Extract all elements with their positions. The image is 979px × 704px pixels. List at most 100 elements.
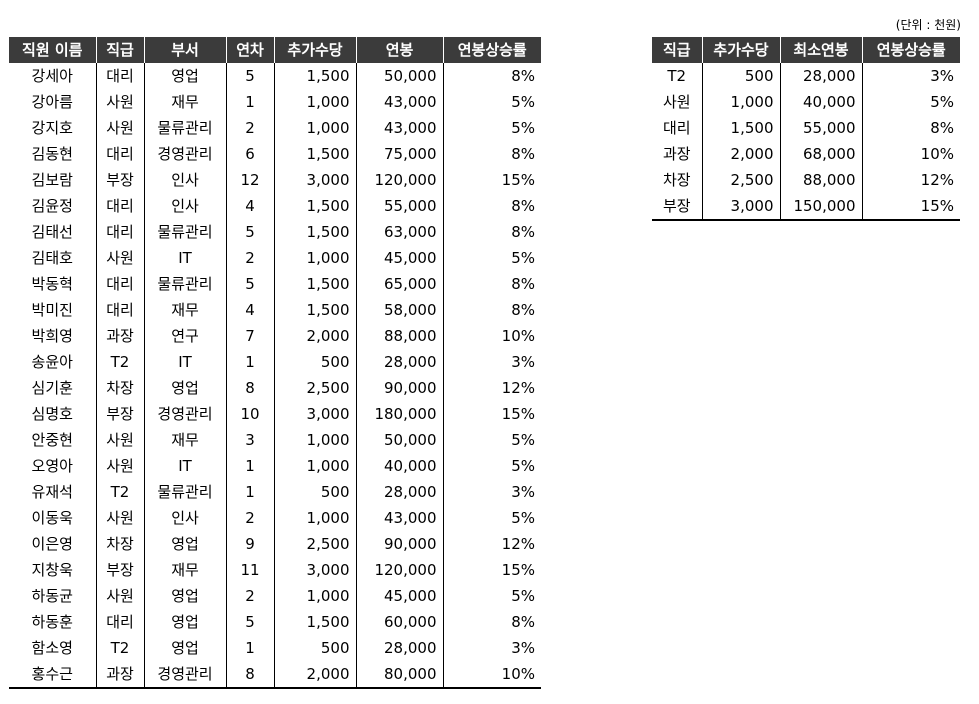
cell-position[interactable]: 사원 (95, 427, 144, 453)
cell-department[interactable]: 인사 (143, 193, 226, 219)
cell-position[interactable]: 부장 (95, 401, 144, 427)
cell-allowance[interactable]: 2,000 (273, 661, 356, 689)
cell-allowance[interactable]: 1,000 (273, 115, 356, 141)
cell-rate-position[interactable]: 대리 (662, 119, 691, 137)
cell-salary[interactable]: 65,000 (355, 271, 443, 297)
cell-rate-raise-rate[interactable]: 3% (861, 63, 960, 89)
cell-allowance[interactable]: 3,000 (273, 167, 356, 193)
cell-rate-allowance[interactable]: 1,500 (701, 115, 780, 141)
cell-department[interactable]: 영업 (143, 375, 226, 401)
cell-allowance[interactable]: 1,500 (273, 63, 356, 89)
cell-position[interactable]: 대리 (95, 63, 144, 89)
cell-raise-rate[interactable]: 5% (442, 583, 541, 609)
cell-rate-raise-rate[interactable]: 12% (861, 167, 960, 193)
cell-department[interactable]: 물류관리 (143, 219, 226, 245)
cell-allowance[interactable]: 1,500 (273, 297, 356, 323)
cell-raise-rate[interactable]: 5% (442, 427, 541, 453)
cell-allowance[interactable]: 3,000 (273, 557, 356, 583)
cell-rate-min-salary[interactable]: 88,000 (779, 167, 862, 193)
cell-department[interactable]: 연구 (143, 323, 226, 349)
cell-employee-name[interactable]: 함소영 (31, 639, 73, 657)
cell-position[interactable]: T2 (95, 635, 144, 661)
cell-rate-allowance[interactable]: 2,000 (701, 141, 780, 167)
cell-employee-name[interactable]: 김태선 (31, 223, 73, 241)
header-rate-allowance[interactable]: 추가수당 (701, 37, 780, 63)
cell-years[interactable]: 9 (225, 531, 274, 557)
cell-department[interactable]: 영업 (143, 583, 226, 609)
cell-employee-name[interactable]: 유재석 (31, 483, 73, 501)
cell-years[interactable]: 1 (225, 479, 274, 505)
cell-allowance[interactable]: 500 (273, 479, 356, 505)
cell-salary[interactable]: 180,000 (355, 401, 443, 427)
cell-position[interactable]: 사원 (95, 245, 144, 271)
cell-salary[interactable]: 28,000 (355, 479, 443, 505)
cell-department[interactable]: 물류관리 (143, 479, 226, 505)
cell-raise-rate[interactable]: 10% (442, 323, 541, 349)
cell-rate-raise-rate[interactable]: 10% (861, 141, 960, 167)
cell-position[interactable]: 대리 (95, 193, 144, 219)
cell-employee-name[interactable]: 김태호 (31, 249, 73, 267)
cell-employee-name[interactable]: 김동현 (31, 145, 73, 163)
cell-department[interactable]: 영업 (143, 635, 226, 661)
cell-department[interactable]: IT (143, 349, 226, 375)
cell-employee-name[interactable]: 강아름 (31, 93, 73, 111)
cell-salary[interactable]: 40,000 (355, 453, 443, 479)
cell-position[interactable]: 차장 (95, 531, 144, 557)
cell-years[interactable]: 11 (225, 557, 274, 583)
cell-years[interactable]: 5 (225, 63, 274, 89)
cell-years[interactable]: 6 (225, 141, 274, 167)
cell-allowance[interactable]: 1,000 (273, 89, 356, 115)
cell-raise-rate[interactable]: 12% (442, 531, 541, 557)
cell-years[interactable]: 5 (225, 219, 274, 245)
cell-position[interactable]: 과장 (95, 661, 144, 689)
cell-rate-position[interactable]: 과장 (662, 145, 691, 163)
cell-employee-name[interactable]: 송윤아 (31, 353, 73, 371)
cell-employee-name[interactable]: 박희영 (31, 327, 73, 345)
cell-rate-min-salary[interactable]: 55,000 (779, 115, 862, 141)
cell-raise-rate[interactable]: 12% (442, 375, 541, 401)
cell-department[interactable]: IT (143, 245, 226, 271)
cell-employee-name[interactable]: 이동욱 (31, 509, 73, 527)
cell-rate-position[interactable]: T2 (667, 67, 687, 85)
cell-rate-allowance[interactable]: 3,000 (701, 193, 780, 221)
cell-allowance[interactable]: 3,000 (273, 401, 356, 427)
cell-employee-name[interactable]: 홍수근 (9, 661, 96, 689)
cell-allowance[interactable]: 2,500 (273, 375, 356, 401)
cell-employee-name[interactable]: 김보람 (31, 171, 73, 189)
header-rate-min-salary[interactable]: 최소연봉 (779, 37, 862, 63)
cell-years[interactable]: 4 (225, 193, 274, 219)
cell-allowance[interactable]: 1,500 (273, 141, 356, 167)
cell-department[interactable]: 재무 (143, 557, 226, 583)
cell-department[interactable]: IT (143, 453, 226, 479)
header-allowance[interactable]: 추가수당 (273, 37, 356, 63)
cell-rate-allowance[interactable]: 500 (701, 63, 780, 89)
cell-position[interactable]: T2 (95, 479, 144, 505)
cell-salary[interactable]: 120,000 (355, 557, 443, 583)
cell-salary[interactable]: 50,000 (355, 63, 443, 89)
cell-position[interactable]: 대리 (95, 219, 144, 245)
cell-allowance[interactable]: 2,000 (273, 323, 356, 349)
header-employee-name[interactable]: 직원 이름 (9, 37, 96, 63)
cell-employee-name[interactable]: 박미진 (31, 301, 73, 319)
cell-raise-rate[interactable]: 8% (442, 141, 541, 167)
cell-position[interactable]: 대리 (95, 297, 144, 323)
cell-salary[interactable]: 75,000 (355, 141, 443, 167)
cell-years[interactable]: 1 (225, 453, 274, 479)
cell-rate-min-salary[interactable]: 150,000 (779, 193, 862, 221)
cell-rate-min-salary[interactable]: 40,000 (779, 89, 862, 115)
cell-raise-rate[interactable]: 5% (442, 505, 541, 531)
cell-years[interactable]: 1 (225, 349, 274, 375)
cell-position[interactable]: 과장 (95, 323, 144, 349)
cell-salary[interactable]: 43,000 (355, 89, 443, 115)
cell-employee-name[interactable]: 지창욱 (31, 561, 73, 579)
cell-raise-rate[interactable]: 3% (442, 635, 541, 661)
cell-allowance[interactable]: 1,000 (273, 505, 356, 531)
cell-raise-rate[interactable]: 8% (442, 271, 541, 297)
cell-allowance[interactable]: 1,500 (273, 219, 356, 245)
cell-salary[interactable]: 43,000 (355, 505, 443, 531)
cell-position[interactable]: 차장 (95, 375, 144, 401)
cell-department[interactable]: 물류관리 (143, 115, 226, 141)
cell-rate-raise-rate[interactable]: 8% (861, 115, 960, 141)
cell-department[interactable]: 인사 (143, 167, 226, 193)
cell-position[interactable]: 대리 (95, 609, 144, 635)
